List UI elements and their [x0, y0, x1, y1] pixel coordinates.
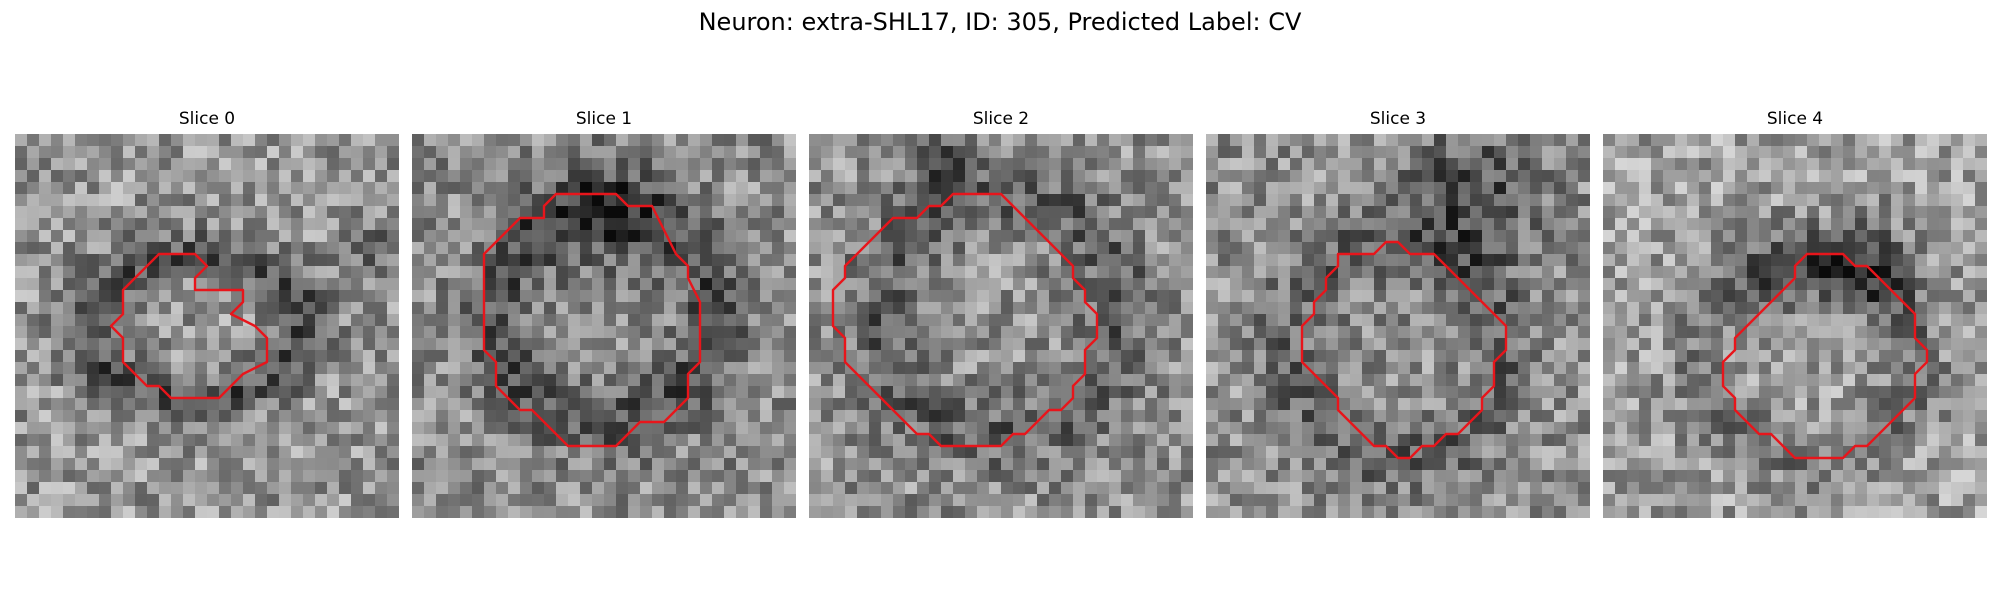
slice-title: Slice 3 — [1369, 109, 1427, 129]
segmentation-contour — [109, 252, 269, 400]
slice-title: Slice 0 — [178, 109, 236, 129]
slice-image — [15, 134, 399, 518]
slice-image — [412, 134, 796, 518]
slice-panel-4: Slice 4 — [1603, 108, 1987, 518]
slice-title: Slice 2 — [972, 109, 1030, 129]
slice-image — [809, 134, 1193, 518]
slice-panel-3: Slice 3 — [1206, 108, 1590, 518]
slice-panel-2: Slice 2 — [809, 108, 1193, 518]
segmentation-contour — [1300, 240, 1508, 460]
slice-panel-1: Slice 1 — [412, 108, 796, 518]
slice-panel-0: Slice 0 — [15, 108, 399, 518]
segmentation-contour — [482, 192, 702, 448]
slice-title: Slice 4 — [1766, 109, 1824, 129]
segmentation-contour — [831, 192, 1099, 448]
segmentation-contour — [1721, 252, 1929, 460]
slice-title: Slice 1 — [575, 109, 633, 129]
slice-image — [1603, 134, 1987, 518]
slice-image — [1206, 134, 1590, 518]
figure-title: Neuron: extra-SHL17, ID: 305, Predicted … — [698, 8, 1302, 36]
